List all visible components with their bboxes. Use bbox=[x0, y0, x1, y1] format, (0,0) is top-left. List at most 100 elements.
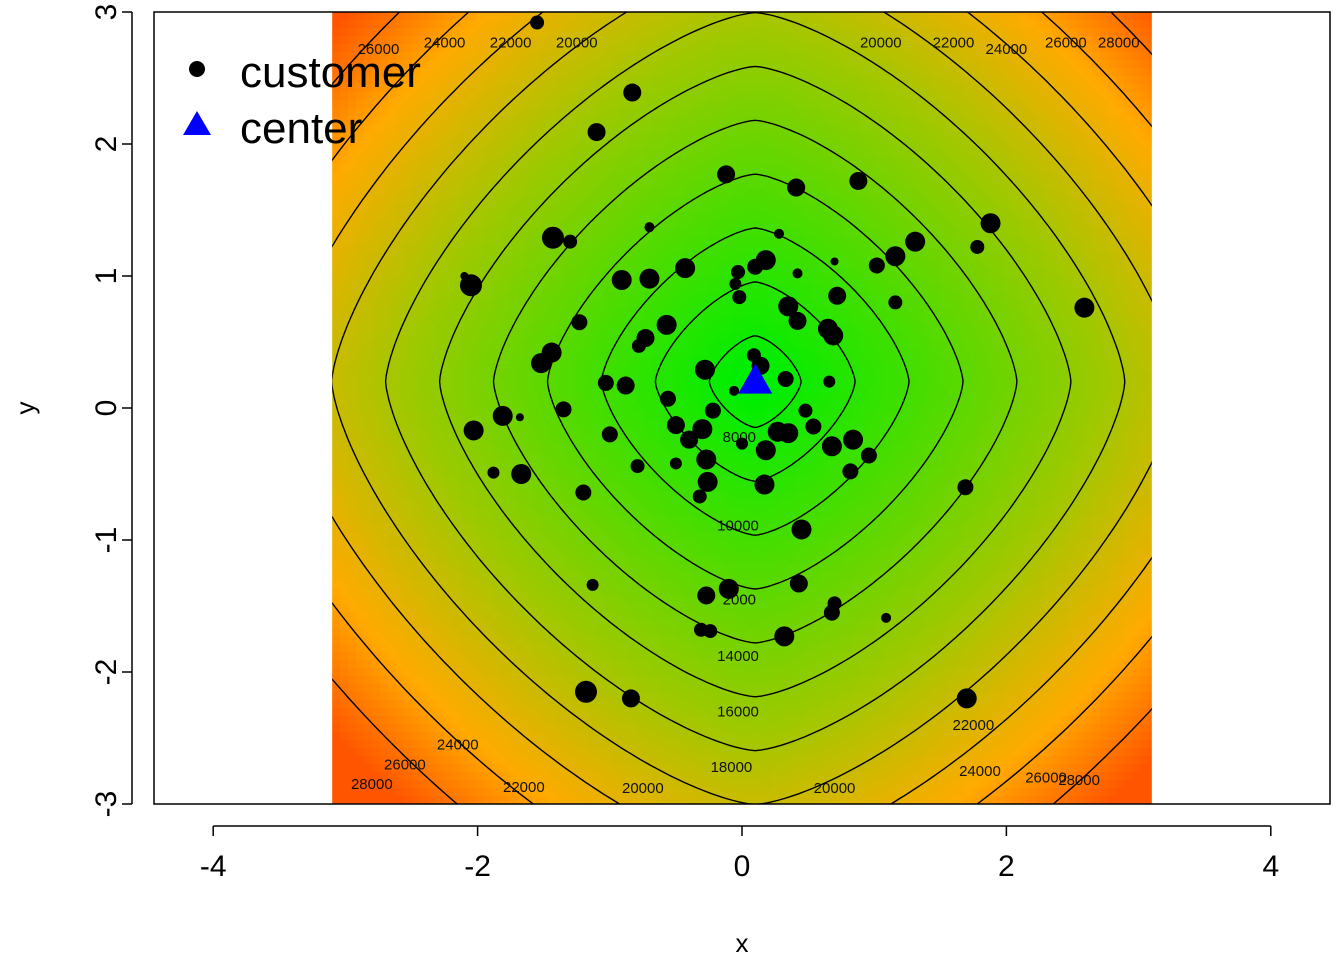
heat-cell bbox=[356, 20, 365, 29]
heat-cell bbox=[604, 500, 613, 509]
heat-cell bbox=[620, 28, 629, 37]
heat-cell bbox=[596, 156, 605, 165]
heat-cell bbox=[636, 420, 645, 429]
heat-cell bbox=[596, 572, 605, 581]
heat-cell bbox=[516, 276, 525, 285]
heat-cell bbox=[692, 132, 701, 141]
heat-cell bbox=[412, 476, 421, 485]
heat-cell bbox=[612, 156, 621, 165]
heat-cell bbox=[620, 172, 629, 181]
heat-cell bbox=[476, 524, 485, 533]
heat-cell bbox=[556, 660, 565, 669]
heat-cell bbox=[428, 292, 437, 301]
heat-cell bbox=[460, 180, 469, 189]
heat-cell bbox=[356, 748, 365, 757]
heat-cell bbox=[548, 212, 557, 221]
heat-cell bbox=[676, 612, 685, 621]
heat-cell bbox=[532, 44, 541, 53]
heat-cell bbox=[524, 420, 533, 429]
heat-cell bbox=[612, 228, 621, 237]
heat-cell bbox=[380, 564, 389, 573]
heat-cell bbox=[428, 724, 437, 733]
heat-cell bbox=[516, 52, 525, 61]
heat-cell bbox=[532, 492, 541, 501]
heat-cell bbox=[596, 676, 605, 685]
heat-cell bbox=[412, 756, 421, 765]
heat-cell bbox=[556, 188, 565, 197]
heat-cell bbox=[684, 340, 693, 349]
heat-cell bbox=[404, 172, 413, 181]
heat-cell bbox=[700, 148, 709, 157]
heat-cell bbox=[492, 52, 501, 61]
heat-cell bbox=[500, 348, 509, 357]
heat-cell bbox=[588, 652, 597, 661]
heat-cell bbox=[516, 524, 525, 533]
heat-cell bbox=[724, 452, 733, 461]
heat-cell bbox=[332, 300, 341, 309]
heat-cell bbox=[636, 164, 645, 173]
heat-cell bbox=[524, 332, 533, 341]
heat-cell bbox=[428, 692, 437, 701]
heat-cell bbox=[724, 268, 733, 277]
heat-cell bbox=[716, 76, 725, 85]
heat-cell bbox=[356, 84, 365, 93]
heat-cell bbox=[724, 492, 733, 501]
heat-cell bbox=[436, 156, 445, 165]
heat-cell bbox=[700, 572, 709, 581]
heat-cell bbox=[532, 60, 541, 69]
heat-cell bbox=[412, 36, 421, 45]
heat-cell bbox=[660, 172, 669, 181]
heat-cell bbox=[676, 596, 685, 605]
heat-cell bbox=[356, 260, 365, 269]
heat-cell bbox=[484, 500, 493, 509]
heat-cell bbox=[332, 628, 341, 637]
heat-cell bbox=[628, 764, 637, 773]
heat-cell bbox=[596, 724, 605, 733]
heat-cell bbox=[500, 68, 509, 77]
heat-cell bbox=[460, 604, 469, 613]
heat-cell bbox=[556, 52, 565, 61]
heat-cell bbox=[332, 692, 341, 701]
heat-cell bbox=[468, 516, 477, 525]
heat-cell bbox=[452, 764, 461, 773]
heat-cell bbox=[372, 332, 381, 341]
heat-cell bbox=[348, 148, 357, 157]
heat-cell bbox=[604, 524, 613, 533]
heat-cell bbox=[708, 308, 717, 317]
heat-cell bbox=[420, 340, 429, 349]
heat-cell bbox=[388, 100, 397, 109]
heat-cell bbox=[412, 588, 421, 597]
heat-cell bbox=[516, 540, 525, 549]
heat-cell bbox=[620, 292, 629, 301]
heat-cell bbox=[556, 276, 565, 285]
heat-cell bbox=[572, 452, 581, 461]
heat-cell bbox=[340, 164, 349, 173]
heat-cell bbox=[500, 620, 509, 629]
heat-cell bbox=[716, 100, 725, 109]
heat-cell bbox=[580, 268, 589, 277]
heat-cell bbox=[644, 252, 653, 261]
heat-cell bbox=[404, 452, 413, 461]
heat-cell bbox=[708, 516, 717, 525]
heat-cell bbox=[396, 388, 405, 397]
heat-cell bbox=[420, 468, 429, 477]
heat-cell bbox=[588, 636, 597, 645]
heat-cell bbox=[500, 204, 509, 213]
heat-cell bbox=[340, 388, 349, 397]
heat-cell bbox=[540, 564, 549, 573]
heat-cell bbox=[636, 364, 645, 373]
heat-cell bbox=[332, 572, 341, 581]
heat-cell bbox=[532, 596, 541, 605]
heat-cell bbox=[428, 564, 437, 573]
heat-cell bbox=[444, 692, 453, 701]
heat-cell bbox=[452, 380, 461, 389]
heat-cell bbox=[468, 188, 477, 197]
heat-cell bbox=[404, 684, 413, 693]
heat-cell bbox=[508, 380, 517, 389]
heat-cell bbox=[532, 644, 541, 653]
heat-cell bbox=[556, 212, 565, 221]
heat-cell bbox=[564, 708, 573, 717]
heat-cell bbox=[468, 492, 477, 501]
heat-cell bbox=[412, 212, 421, 221]
heat-cell bbox=[660, 668, 669, 677]
